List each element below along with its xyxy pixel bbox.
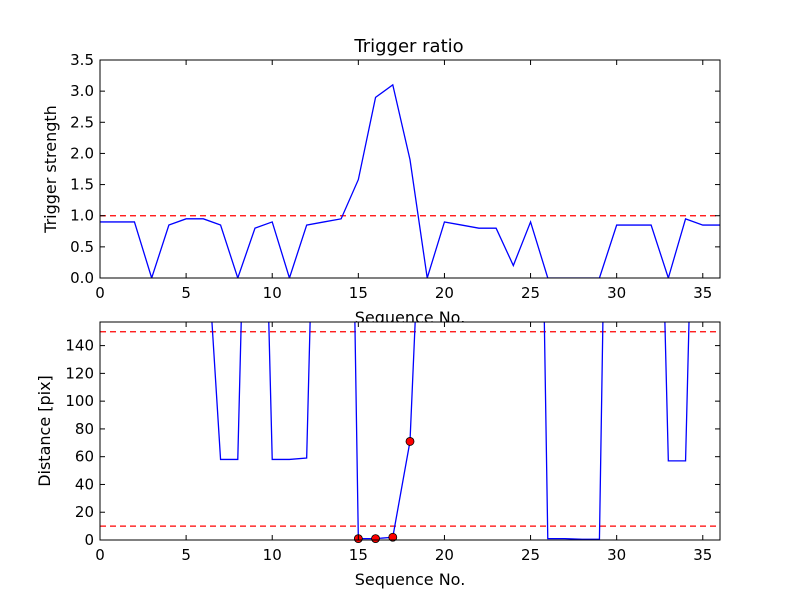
bottom-plot-area (100, 322, 720, 540)
top-y-tick-label: 0.0 (70, 269, 94, 287)
top-y-tick-label: 2.0 (70, 144, 94, 162)
bottom-x-tick-label: 15 (349, 546, 368, 564)
top-plot-content (100, 83, 720, 278)
bottom-x-tick-label: 5 (181, 546, 191, 564)
top-y-tick-label: 1.5 (70, 176, 94, 194)
bottom-y-tick-label: 140 (65, 337, 94, 355)
bottom-data-point-marker (371, 534, 380, 544)
bottom-x-tick-label: 0 (95, 546, 105, 564)
bottom-x-tick-label: 25 (521, 546, 540, 564)
top-subplot: Trigger ratio 0 5 10 15 20 25 30 35 0.0 0.5 1.0 1.5… (41, 36, 721, 327)
bottom-y-tick-label: 120 (65, 364, 94, 382)
bottom-y-tick-label: 20 (75, 503, 94, 521)
bottom-x-tick-label: 35 (693, 546, 712, 564)
top-ticks: 0 5 10 15 20 25 30 35 0.0 0.5 1.0 1.5 2.0 2.5 3.0 3.5 (70, 51, 720, 302)
top-plot-area (100, 83, 720, 278)
top-y-tick-label: 2.5 (70, 113, 94, 131)
bottom-axes-frame (99, 321, 721, 541)
top-x-tick-label: 30 (607, 284, 626, 302)
top-series-line (100, 83, 720, 278)
bottom-y-tick-label: 60 (75, 448, 94, 466)
bottom-y-tick-label: 80 (75, 420, 94, 438)
bottom-series-line-segment-1 (268, 322, 311, 461)
bottom-x-tick-label: 30 (607, 546, 626, 564)
bottom-series-line-segment-2 (354, 322, 416, 540)
top-x-tick-label: 25 (521, 284, 540, 302)
bottom-x-tick-label: 10 (263, 546, 282, 564)
top-x-tick-label: 35 (693, 284, 712, 302)
top-y-tick-label: 3.5 (70, 51, 94, 69)
top-y-tick-label: 3.0 (70, 82, 94, 100)
bottom-series-line-segment-4 (664, 322, 690, 462)
bottom-y-tick-label: 0 (84, 531, 94, 549)
top-x-tick-label: 10 (263, 284, 282, 302)
top-x-tick-label: 20 (435, 284, 454, 302)
bottom-y-axis-label: Distance [pix] (35, 375, 54, 487)
bottom-plot-content (100, 322, 720, 544)
top-axes-frame (99, 59, 721, 279)
bottom-subplot: 0 5 10 15 20 25 30 35 0 20 40 60 80 100 120 140 Sequenc… (35, 321, 721, 589)
top-x-tick-label: 15 (349, 284, 368, 302)
top-y-tick-label: 1.0 (70, 207, 94, 225)
bottom-data-point-marker (405, 437, 415, 446)
bottom-series-line-segment-3 (543, 322, 604, 540)
bottom-series-line-segment-0 (211, 322, 242, 461)
bottom-y-tick-label: 100 (65, 392, 94, 410)
top-chart-title: Trigger ratio (353, 36, 463, 57)
top-y-axis-label: Trigger strength (41, 105, 60, 234)
bottom-y-tick-label: 40 (75, 475, 94, 493)
top-y-tick-label: 0.5 (70, 238, 94, 256)
top-x-tick-label: 5 (181, 284, 191, 302)
bottom-ticks: 0 5 10 15 20 25 30 35 0 20 40 60 80 100 120 140 (65, 322, 720, 564)
bottom-x-axis-label: Sequence No. (355, 570, 466, 589)
bottom-x-tick-label: 20 (435, 546, 454, 564)
top-x-tick-label: 0 (95, 284, 105, 302)
bottom-data-point-marker (388, 532, 398, 542)
